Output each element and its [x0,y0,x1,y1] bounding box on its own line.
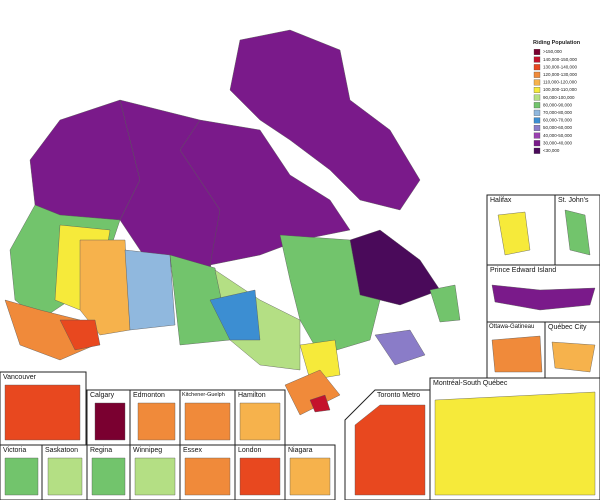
inset-area [354,404,426,496]
legend-swatch [533,140,541,147]
inset-label: Prince Edward Island [490,267,556,274]
legend-label: 110,000-120,000 [543,80,577,85]
inset-area [239,457,281,496]
inset-label: St. John's [558,197,589,204]
newfoundland [429,284,461,323]
legend-label: 130,000-140,000 [543,64,578,69]
inset-area [4,457,39,496]
inset-label: Essex [183,447,203,454]
legend-label: 140,000-150,000 [543,57,578,62]
inset-area [134,457,176,496]
legend-label: 70,000-80,000 [543,110,573,115]
ontario-kenora [209,289,261,341]
legend-label: 100,000-110,000 [543,87,577,92]
saskatchewan [124,249,176,331]
legend-swatch [533,71,541,78]
main-map [4,29,461,416]
inset-area [184,457,231,496]
inset-label: Vancouver [3,374,37,381]
inset-label: Hamilton [238,392,266,399]
quebec-south [299,339,341,381]
legend-label: >150,000 [543,49,562,54]
inset-label: Toronto Metro [377,392,420,399]
inset-area [491,335,543,373]
legend-swatch [533,79,541,86]
legend-label: <30,000 [543,148,560,153]
toronto [309,394,331,413]
inset-area [91,457,126,496]
legend-swatch [533,49,541,55]
inset-label: London [238,447,261,454]
inset-area [47,457,83,496]
inset-label: Québec City [548,324,587,331]
inset-area [137,402,176,441]
legend: Riding Population >150,000 140,000-150,00… [533,40,581,154]
legend-label: 80,000-90,000 [543,102,573,107]
inset-label: Ottawa-Gatineau [489,324,534,330]
legend-title: Riding Population [533,40,581,46]
ontario-south [284,369,341,416]
inset-label: Saskatoon [45,447,78,454]
inset-area [94,402,126,441]
legend-swatch [533,87,541,93]
labrador-north [349,229,441,306]
arctic-islands [229,29,421,211]
inset-area [434,391,596,496]
legend-swatch [533,117,541,124]
legend-swatch [533,147,541,154]
inset-area [497,211,531,256]
alberta [79,239,131,336]
inset-label: Winnipeg [133,447,162,454]
legend-swatch [533,64,541,71]
inset-label: Edmonton [133,392,165,399]
inset-label: Regina [90,447,112,454]
quebec-north [279,234,381,356]
legend-label: 90,000-100,000 [543,95,575,100]
inset-label: Halifax [490,197,512,204]
inset-label: Montréal-South Québec [433,380,508,387]
inset-label: Victoria [3,447,26,454]
inset-area [239,402,281,441]
legend-swatch [533,56,541,63]
legend-swatch [533,102,541,109]
inset-area [491,284,596,311]
inset-label: Niagara [288,447,313,454]
legend-label: 50,000-60,000 [543,125,573,130]
inset-label: Kitchener-Guelph [182,392,225,398]
maritimes [374,329,426,366]
insets: Halifax St. John's Prince Edward Island … [0,194,600,500]
legend-swatch [533,125,541,131]
inset-area [184,402,231,441]
inset-area [564,209,591,256]
inset-area [4,384,81,441]
bc-lower [59,319,101,351]
inset-label: Calgary [90,392,115,399]
legend-swatch [533,94,541,101]
legend-label: 30,000-40,000 [543,140,573,145]
yukon [29,99,141,221]
legend-label: 60,000-70,000 [543,118,573,123]
legend-swatch [533,132,541,139]
legend-label: 120,000-130,000 [543,72,578,77]
inset-area [289,457,331,496]
legend-swatch [533,109,541,116]
legend-label: 40,000-50,000 [543,133,573,138]
inset-area [551,341,596,373]
